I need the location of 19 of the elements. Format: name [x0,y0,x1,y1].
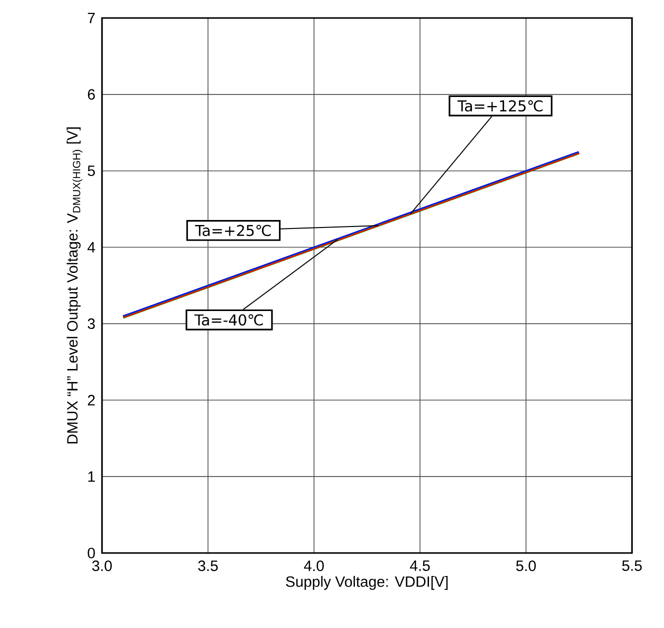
y-tick-label: 0 [88,548,95,558]
y-tick-label: 1 [88,471,95,482]
text: Ta=+125℃ [457,100,543,112]
y-axis-title: DMUX “H” Level Output Voltage: V$_{DMUX(HIGH)}$ [V] [66,127,82,444]
x-tick-label: 5.0 [516,560,536,572]
series-label: Ta=+25℃ [195,224,271,236]
y-tick-label: 5 [88,166,95,176]
y-tick-label: 6 [88,89,95,100]
x-tick-label: 4.5 [410,560,430,571]
y-tick-label: 4 [88,242,96,252]
x-tick-label: 5.5 [622,560,642,571]
x-tick-label: 3.0 [92,560,112,572]
y-tick-label: 2 [88,394,95,406]
x-tick-label: 4.0 [304,560,324,572]
series-label: Ta=-40℃ [194,314,263,326]
y-tick-label: 7 [88,12,95,24]
x-axis-title: Supply Voltage: VDDI[V] [286,576,448,590]
x-tick-label: 3.5 [198,560,218,572]
y-tick-label: 3 [88,318,95,329]
